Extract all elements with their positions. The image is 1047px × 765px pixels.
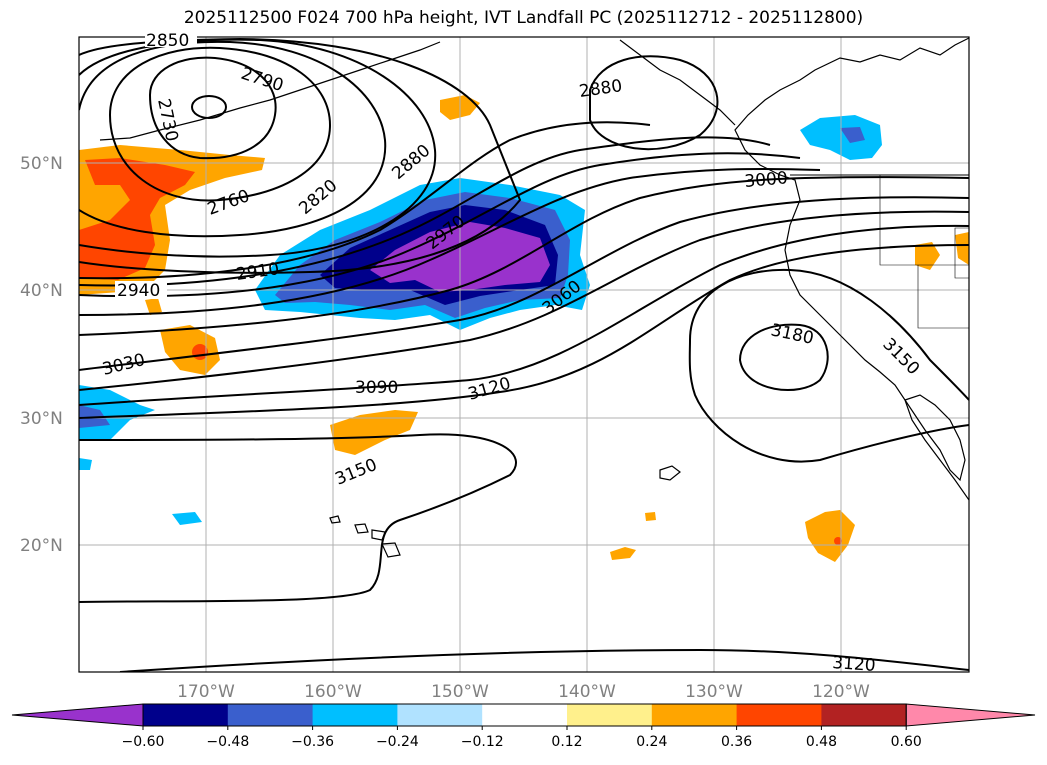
contour-3060: [79, 210, 969, 391]
lat-label-40n: 40°N: [20, 281, 63, 301]
contour-2880-east: [589, 55, 719, 151]
contour-2910: [79, 136, 771, 287]
positive-pc-patch: [330, 410, 418, 455]
colorbar-segment: [143, 704, 229, 726]
negative-pc-patch: [172, 512, 202, 525]
latitude-labels: 50°N 40°N 30°N 20°N: [20, 154, 63, 556]
lat-label-50n: 50°N: [20, 154, 63, 174]
contour-label: 3120: [832, 653, 877, 676]
colorbar-segment: [482, 704, 568, 726]
contour-3150-east: [688, 268, 969, 463]
negative-pc-patch-southwest: [79, 385, 155, 440]
colorbar-segment: [821, 704, 907, 726]
island-small: [659, 465, 681, 481]
contour-2970: [79, 167, 821, 316]
gridlines: [79, 37, 969, 672]
colorbar-extend-min: [11, 703, 144, 727]
map-title: 2025112500 F024 700 hPa height, IVT Land…: [183, 8, 864, 28]
negative-pc-patch-northeast-core: [840, 127, 865, 143]
colorbar-segment: [227, 704, 314, 726]
baja-peninsula: [904, 394, 966, 482]
contour-3090: [79, 224, 969, 406]
colorbar-extend-max: [905, 703, 1036, 727]
lon-label-150w: 150°W: [431, 682, 489, 702]
contour-label-background: [115, 281, 167, 299]
colorbar-tick-label: −0.24: [376, 734, 419, 750]
colorbar-segment: [651, 704, 738, 726]
contour-3030: [79, 196, 969, 371]
contour-2850: [79, 37, 522, 274]
contour-label: 3090: [355, 378, 398, 398]
colorbar-tick-label: −0.60: [122, 734, 165, 750]
contour-3120: [79, 244, 969, 419]
positive-pc-patch: [955, 232, 969, 265]
contour-2880-west: [79, 121, 651, 280]
positive-pc-patch: [145, 298, 162, 315]
positive-pc-patch: [610, 547, 636, 560]
lon-label-140w: 140°W: [558, 682, 616, 702]
colorbar-segment: [397, 704, 483, 726]
colorbar-tick-label: 0.60: [891, 734, 922, 750]
colorbar-tick-label: 0.36: [721, 734, 752, 750]
colorbar-outline: [142, 703, 907, 727]
positive-pc-patch: [160, 325, 220, 375]
contour-2730: [148, 56, 277, 160]
contour-3180: [738, 323, 829, 392]
lon-label-160w: 160°W: [304, 682, 362, 702]
contour-label-background: [145, 33, 197, 47]
contour-3150: [79, 433, 517, 603]
colorbar-tick-label: −0.36: [291, 734, 334, 750]
colorbar-tick-label: −0.48: [206, 734, 249, 750]
contour-label: 2940: [117, 281, 160, 301]
colorbar-segment: [312, 704, 398, 726]
lat-label-30n: 30°N: [20, 409, 63, 429]
negative-pc-patch: [79, 458, 92, 470]
contour-2760: [108, 46, 332, 202]
lon-label-130w: 130°W: [685, 682, 743, 702]
colorbar-segment: [567, 704, 653, 726]
lon-label-120w: 120°W: [812, 682, 870, 702]
longitude-labels: 170°W 160°W 150°W 140°W 130°W 120°W: [177, 682, 870, 702]
positive-pc-patch: [805, 510, 855, 562]
contour-low-center: [191, 95, 227, 119]
contour-3120-south: [119, 648, 969, 672]
contour-3000: [79, 176, 969, 336]
contour-label: 3000: [744, 168, 789, 192]
plot-border: [78, 36, 970, 673]
colorbar-tick-label: 0.48: [806, 734, 837, 750]
colorbar-tick-label: 0.24: [636, 734, 667, 750]
north-america-coastline: [734, 37, 969, 501]
colorbar: −0.60 −0.48 −0.36 −0.24 −0.12 0.12 0.24 0.36 0.4…: [11, 703, 1036, 750]
positive-pc-patch: [645, 512, 656, 521]
colorbar-segment: [736, 704, 822, 726]
coastlines: [99, 37, 969, 558]
contour-label: 2850: [146, 31, 189, 51]
lon-label-170w: 170°W: [177, 682, 235, 702]
colorbar-tick-label: −0.12: [461, 734, 504, 750]
colorbar-tick-label: 0.12: [551, 734, 582, 750]
hawaiian-islands: [329, 515, 401, 558]
positive-pc-patch: [915, 242, 940, 270]
alaska-coast: [619, 39, 736, 126]
positive-pc-patch-core: [834, 537, 842, 545]
lat-label-20n: 20°N: [20, 536, 63, 556]
contour-2940: [79, 152, 801, 298]
aleutian-chain: [99, 41, 441, 141]
